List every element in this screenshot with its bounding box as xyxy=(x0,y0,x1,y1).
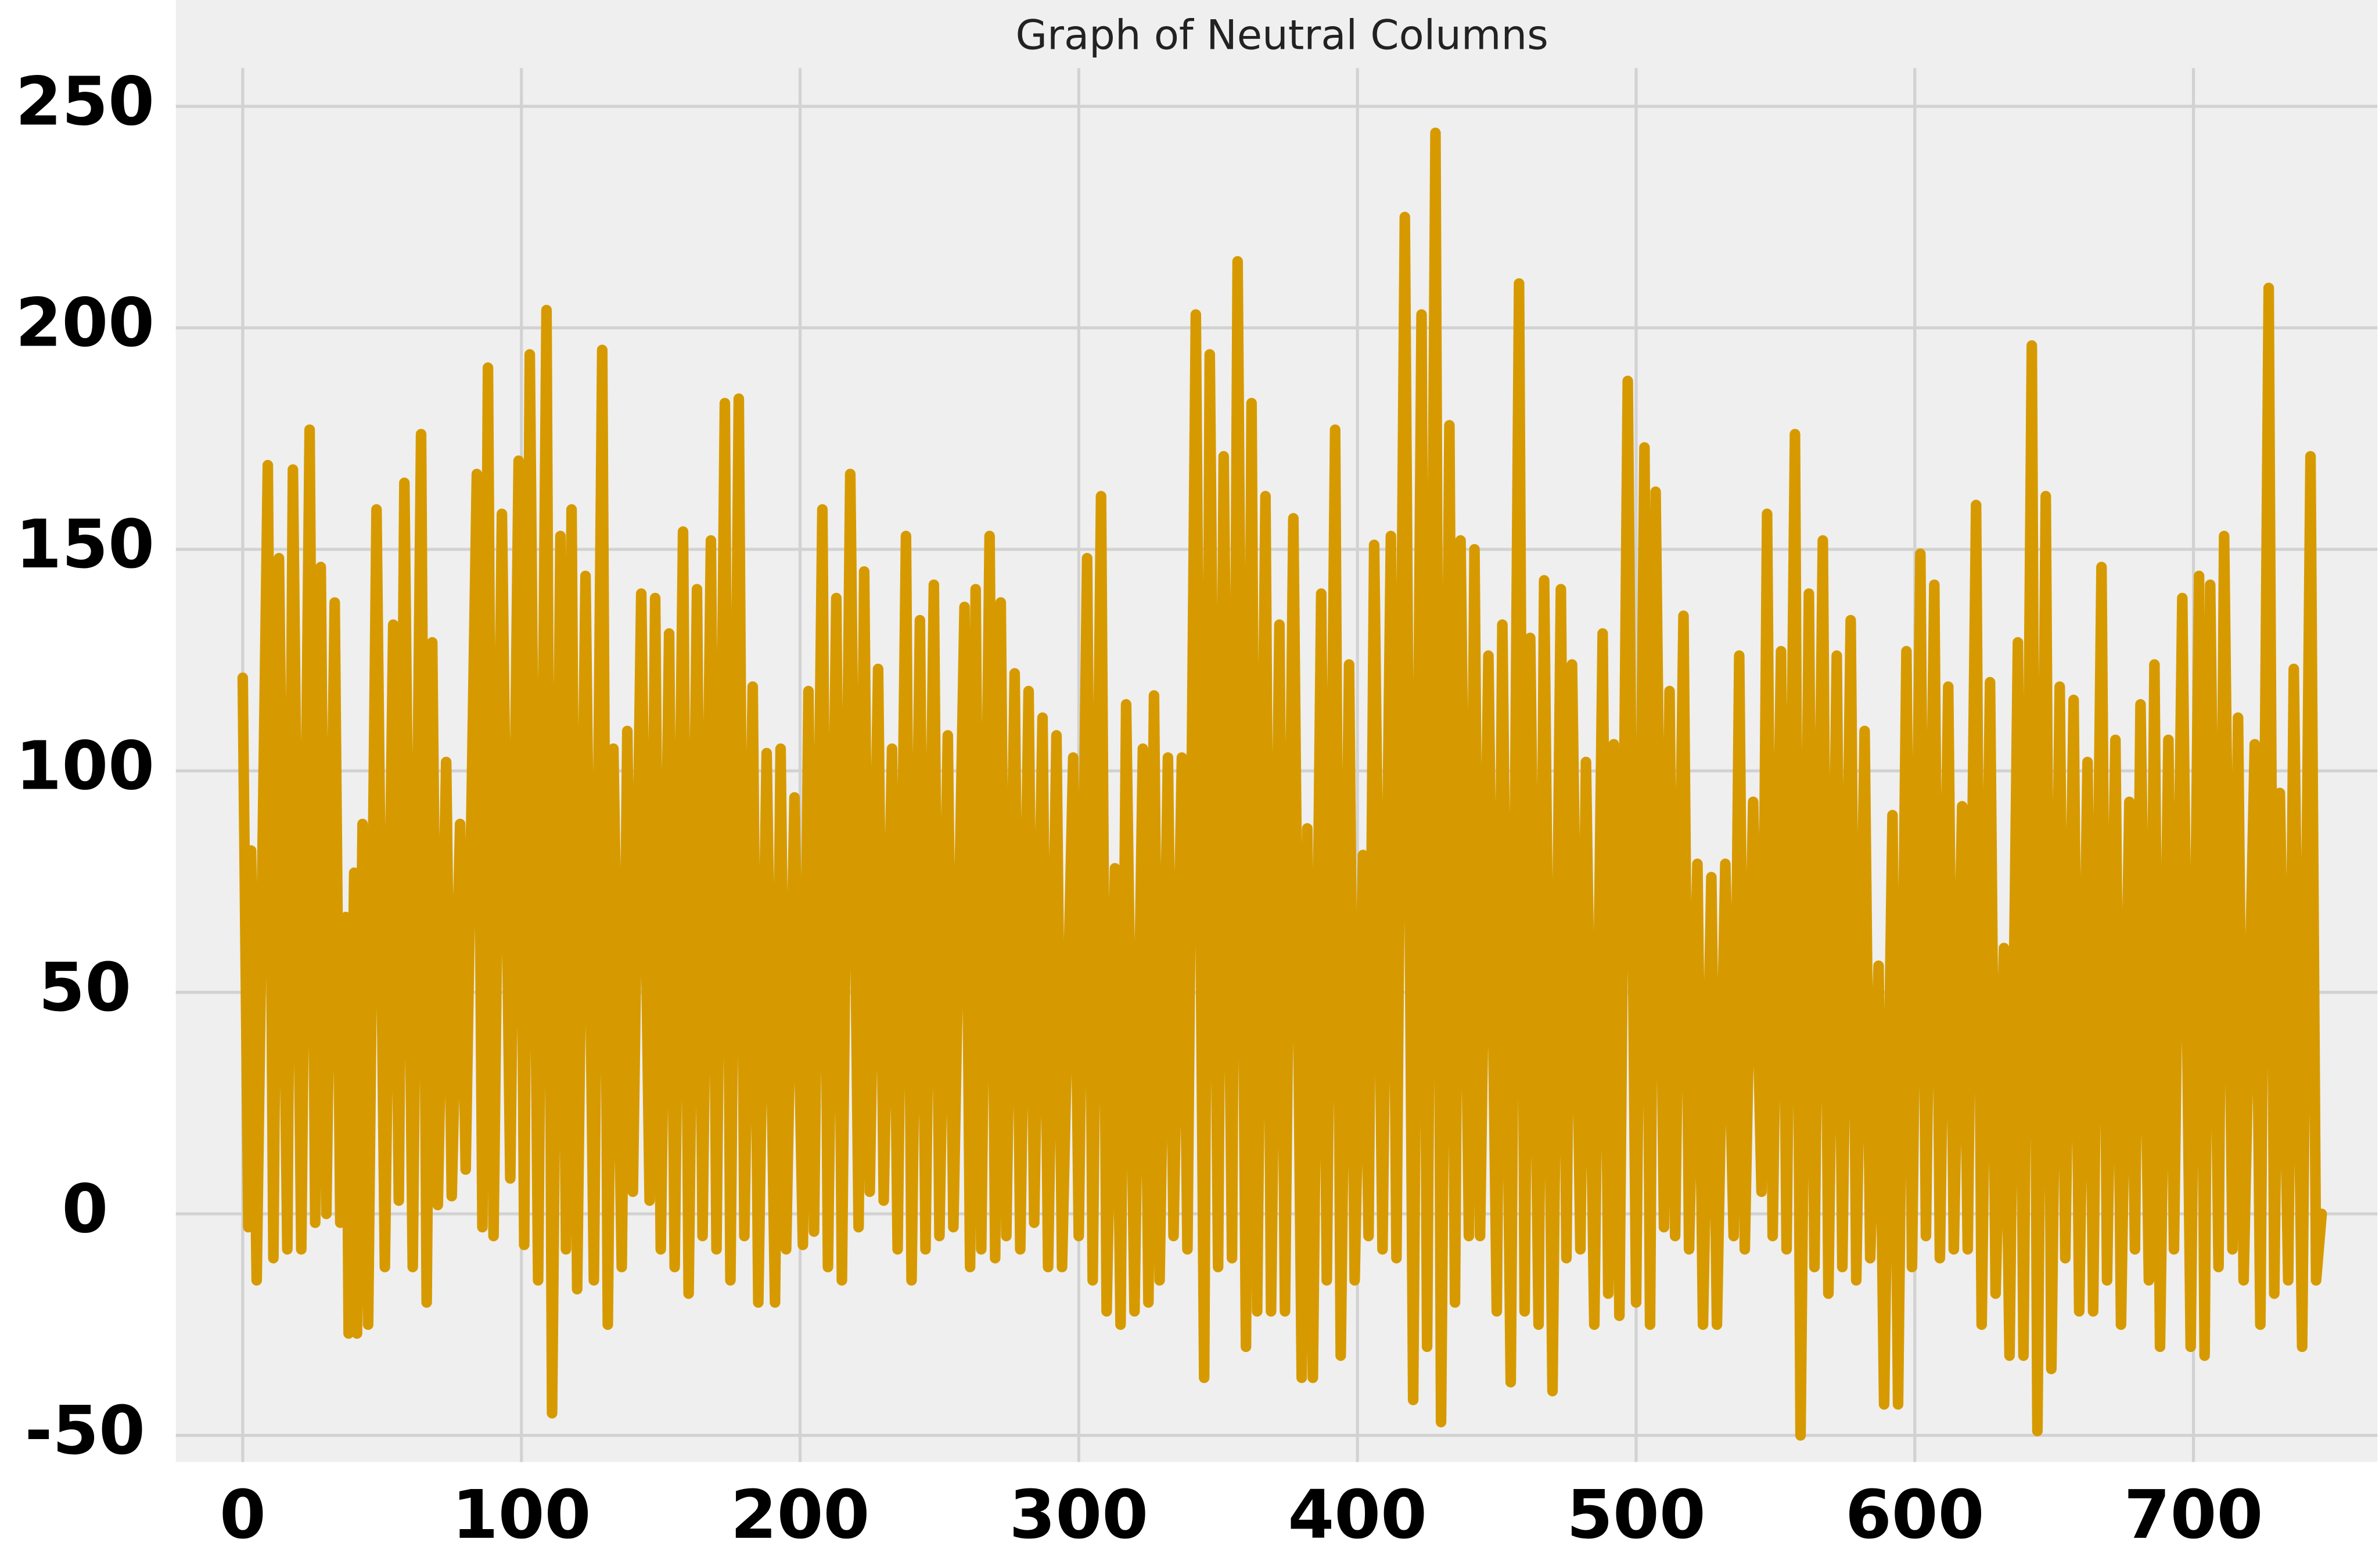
y-tick-label: -50 xyxy=(25,1392,145,1470)
y-tick-label: 100 xyxy=(15,728,154,805)
x-tick-label: 700 xyxy=(2124,1476,2263,1554)
x-tick-label: 0 xyxy=(220,1476,266,1554)
x-tick-label: 400 xyxy=(1288,1476,1427,1554)
chart-title: Graph of Neutral Columns xyxy=(1015,12,1548,59)
y-tick-label: 50 xyxy=(38,949,131,1027)
x-tick-label: 600 xyxy=(1845,1476,1985,1554)
x-tick-label: 100 xyxy=(452,1476,591,1554)
y-tick-label: 0 xyxy=(62,1170,108,1248)
y-tick-label: 200 xyxy=(15,285,154,362)
x-tick-label: 300 xyxy=(1009,1476,1149,1554)
x-tick-label: 200 xyxy=(731,1476,870,1554)
x-tick-label: 500 xyxy=(1566,1476,1706,1554)
y-tick-label: 150 xyxy=(15,506,154,584)
y-tick-label: 250 xyxy=(15,63,154,141)
data-line xyxy=(237,127,2327,1441)
